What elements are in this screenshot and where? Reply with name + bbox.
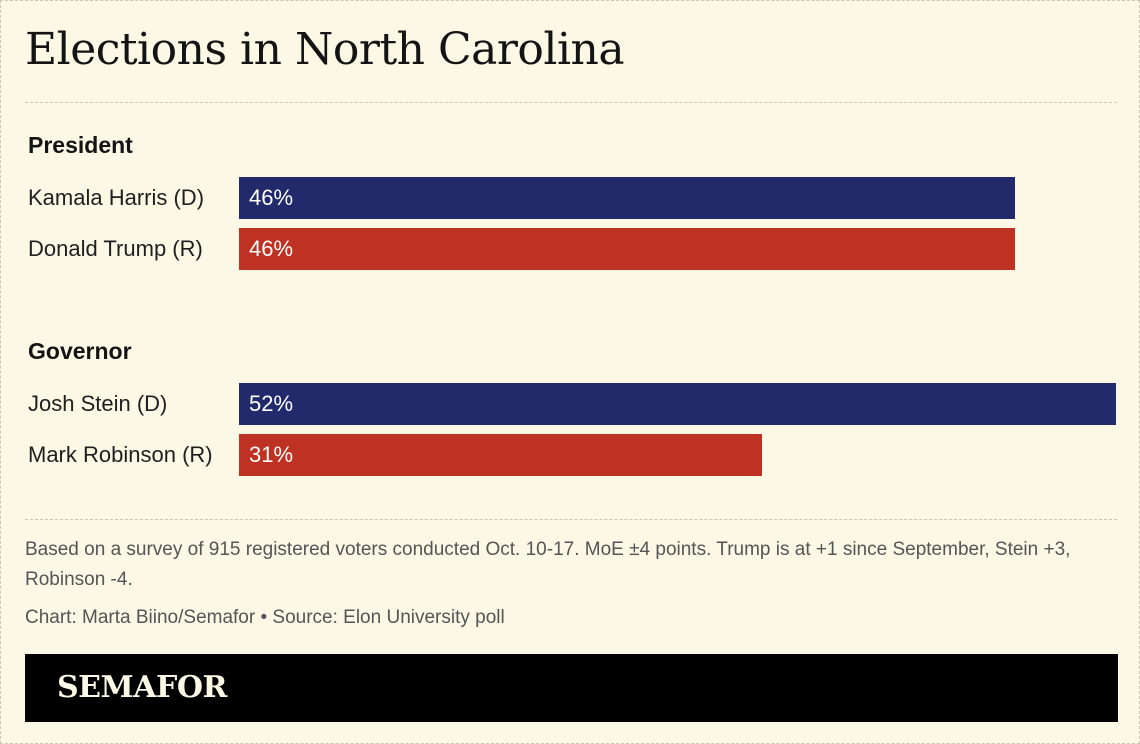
bar: 46% — [239, 228, 1015, 270]
candidate-label: Kamala Harris (D) — [28, 185, 205, 210]
bar-value-label: 46% — [249, 185, 294, 210]
chart-note: Based on a survey of 915 registered vote… — [25, 539, 1071, 590]
bar: 31% — [239, 434, 762, 476]
bar: 52% — [239, 383, 1116, 425]
candidate-label: Mark Robinson (R) — [28, 442, 213, 467]
chart-credit: Chart: Marta Biino/Semafor • Source: Elo… — [25, 607, 505, 628]
bar: 46% — [239, 177, 1015, 219]
bottom-divider — [25, 519, 1117, 520]
section-label-governor: Governor — [28, 338, 132, 364]
bar-value-label: 52% — [249, 391, 294, 416]
semafor-logo: SEMAFOR — [57, 670, 227, 705]
candidate-label: Donald Trump (R) — [28, 236, 203, 261]
candidate-label: Josh Stein (D) — [28, 391, 168, 416]
bar-value-label: 46% — [249, 236, 294, 261]
bar-value-label: 31% — [249, 442, 294, 467]
chart-title: Elections in North Carolina — [25, 24, 625, 75]
top-divider — [25, 102, 1117, 103]
brand-footer: SEMAFOR — [25, 654, 1118, 722]
section-label-president: President — [28, 132, 133, 158]
